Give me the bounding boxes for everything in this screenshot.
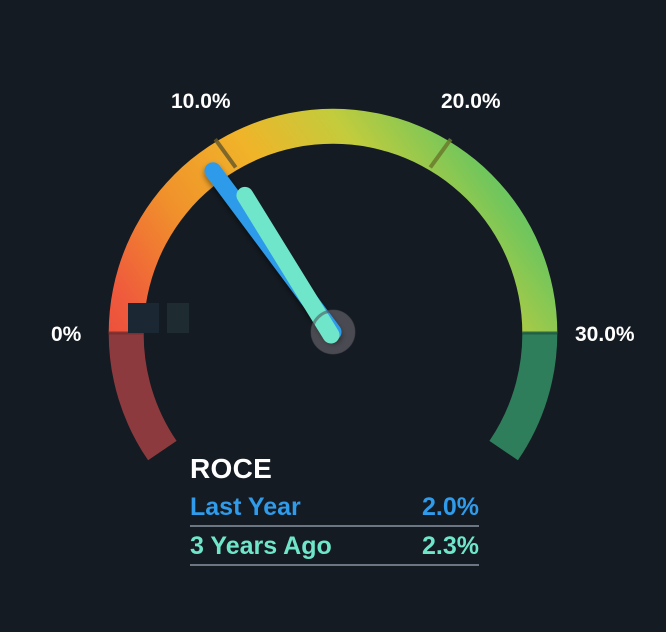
page-title: ROCE bbox=[190, 453, 273, 484]
gauge-band-above-max bbox=[489, 333, 558, 461]
needle-shadow-block-last-year bbox=[128, 303, 159, 333]
needle-three-years-ago bbox=[236, 186, 340, 344]
gauge-tick-label-20: 20.0% bbox=[441, 90, 501, 113]
gauge-tick-label-0: 0% bbox=[51, 323, 82, 346]
needle-shadow-block-three-years bbox=[167, 303, 189, 333]
legend-row-three-years-ago: 3 Years Ago 2.3% bbox=[190, 531, 479, 566]
gauge-hub-ring bbox=[310, 309, 356, 355]
gauge-band-below-zero bbox=[108, 333, 177, 461]
legend-row-last-year: Last Year 2.0% bbox=[190, 492, 479, 527]
legend-label-three-years-ago: 3 Years Ago bbox=[190, 532, 332, 560]
gauge-tick-label-10: 10.0% bbox=[171, 90, 231, 113]
legend-label-last-year: Last Year bbox=[190, 493, 301, 521]
legend-value-three-years-ago: 2.3% bbox=[422, 532, 479, 560]
gauge-tick-20 bbox=[428, 138, 453, 169]
gauge-tick-10 bbox=[213, 138, 238, 169]
gauge-band-main bbox=[108, 108, 558, 333]
gauge-tick-label-30: 30.0% bbox=[575, 323, 635, 346]
legend-value-last-year: 2.0% bbox=[422, 493, 479, 521]
gauge-legend: ROCE Last Year 2.0% 3 Years Ago 2.3% bbox=[190, 452, 479, 570]
